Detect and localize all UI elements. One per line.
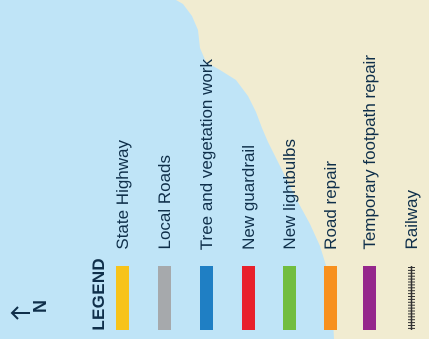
- legend-item-label: State Highway: [113, 140, 132, 250]
- legend-item-label: Local Roads: [155, 155, 174, 250]
- legend-item-label: Temporary footpath repair: [360, 55, 379, 250]
- legend-swatch: [324, 266, 337, 330]
- legend-swatch: [363, 266, 376, 330]
- legend-swatch: [283, 266, 296, 330]
- legend-swatch: [200, 266, 213, 330]
- legend-item-label: Road repair: [321, 161, 340, 250]
- legend-item-label: New lightbulbs: [280, 139, 299, 250]
- legend-swatch: [158, 266, 171, 330]
- legend-item-label: New guardrail: [239, 145, 258, 250]
- north-arrow-icon: [10, 306, 30, 320]
- legend-swatch: [116, 266, 129, 330]
- legend-swatch: [405, 266, 418, 330]
- legend-swatch: [242, 266, 255, 330]
- north-arrow: N: [8, 296, 50, 330]
- legend-title: LEGEND: [89, 258, 108, 331]
- legend-item-label: Railway: [402, 190, 421, 250]
- water-area: [0, 0, 334, 339]
- north-label: N: [30, 300, 50, 313]
- legend-item-label: Tree and vegetation work: [197, 59, 216, 251]
